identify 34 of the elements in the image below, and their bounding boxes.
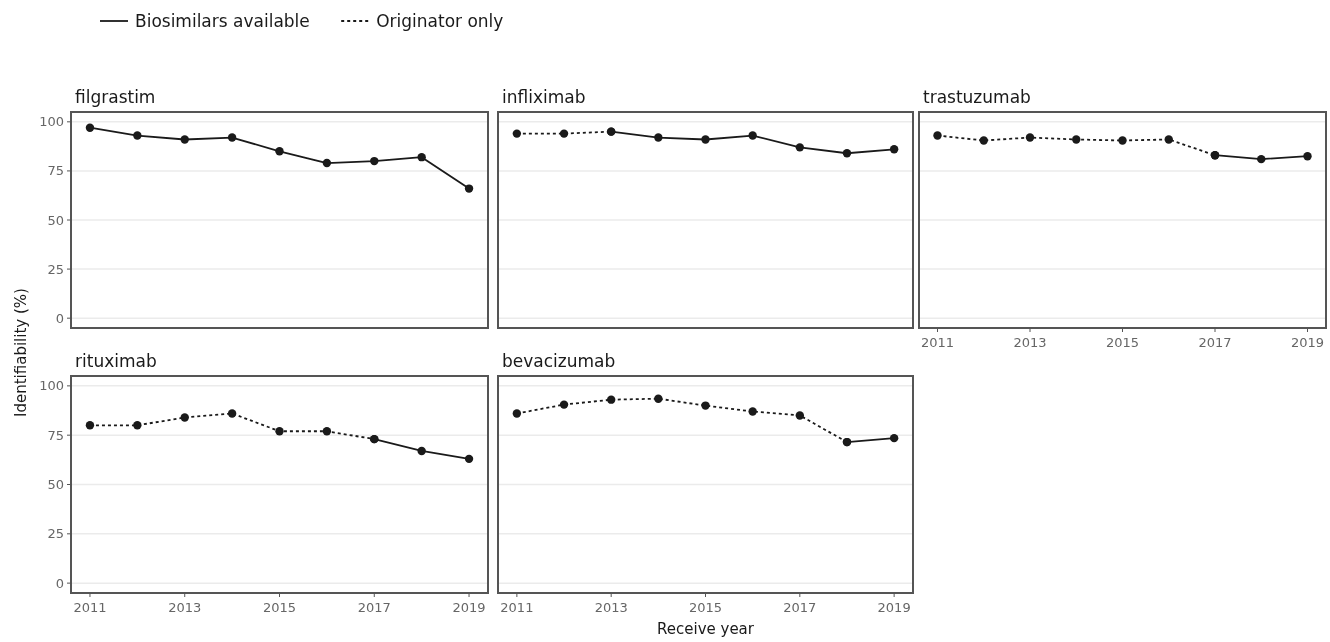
x-tick-label: 2011 — [920, 335, 955, 350]
chart-title: bevacizumab — [502, 351, 616, 371]
legend-label: Biosimilars available — [135, 10, 310, 31]
y-tick-label: 0 — [55, 310, 64, 326]
x-tick-label: 2015 — [688, 600, 723, 615]
x-tick-label: 2013 — [1013, 335, 1047, 350]
x-tick-label: 2015 — [262, 600, 297, 615]
y-tick-label: 100 — [39, 378, 64, 394]
y-tick-label: 75 — [47, 427, 64, 443]
x-tick-label: 2011 — [500, 600, 534, 615]
y-tick-label: 75 — [47, 163, 64, 179]
x-tick-label: 2017 — [783, 600, 817, 615]
x-tick-label: 2019 — [1290, 335, 1325, 350]
chart-title: trastuzumab — [923, 87, 1031, 107]
chart-title: rituximab — [75, 351, 157, 371]
x-tick-label: 2015 — [1105, 335, 1140, 350]
y-tick-label: 0 — [55, 575, 64, 591]
x-axis-title: Receive year — [657, 620, 755, 638]
x-tick-label: 2013 — [168, 600, 202, 615]
chart-title: infliximab — [502, 87, 586, 107]
y-tick-label: 100 — [39, 114, 64, 130]
legend-label: Originator only — [376, 10, 504, 31]
y-axis-title: Identifiability (%) — [12, 288, 30, 417]
y-tick-label: 25 — [47, 526, 64, 542]
x-tick-label: 2017 — [357, 600, 391, 615]
y-tick-label: 25 — [47, 261, 64, 277]
y-tick-label: 50 — [47, 477, 64, 493]
x-tick-label: 2019 — [877, 600, 911, 615]
chart-title: filgrastim — [75, 87, 156, 107]
x-tick-label: 2017 — [1198, 335, 1232, 350]
x-tick-label: 2013 — [594, 600, 628, 615]
y-tick-label: 50 — [47, 212, 64, 228]
x-tick-label: 2011 — [73, 600, 107, 615]
x-tick-label: 2019 — [452, 600, 486, 615]
